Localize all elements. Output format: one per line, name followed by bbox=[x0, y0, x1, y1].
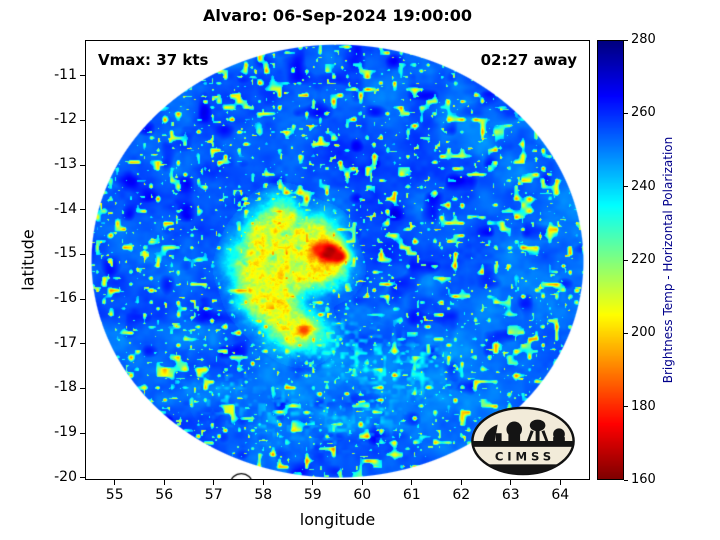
y-tick-mark bbox=[80, 298, 85, 300]
x-tick-label: 64 bbox=[551, 487, 570, 503]
y-tick-label: -14 bbox=[54, 200, 77, 217]
x-tick-label: 56 bbox=[155, 487, 174, 503]
colorbar-tick-mark bbox=[624, 112, 628, 114]
colorbar-tick-label: 180 bbox=[631, 398, 656, 414]
x-tick-label: 58 bbox=[254, 487, 273, 503]
x-tick-label: 55 bbox=[105, 487, 124, 503]
y-tick-mark bbox=[80, 387, 85, 389]
colorbar-tick-mark bbox=[624, 406, 628, 408]
colorbar-tick-mark bbox=[624, 39, 628, 41]
colorbar-tick-label: 200 bbox=[631, 325, 656, 341]
x-tick-label: 57 bbox=[204, 487, 223, 503]
x-tick-mark bbox=[213, 480, 215, 485]
colorbar-tick-mark bbox=[624, 186, 628, 188]
colorbar-tick-label: 160 bbox=[631, 472, 656, 487]
colorbar bbox=[597, 40, 624, 480]
y-tick-label: -11 bbox=[54, 66, 77, 83]
y-tick-mark bbox=[80, 164, 85, 166]
y-tick-mark bbox=[80, 209, 85, 211]
y-tick-label: -17 bbox=[54, 334, 77, 351]
x-tick-mark bbox=[411, 480, 413, 485]
x-tick-label: 62 bbox=[452, 487, 471, 503]
logo-text: CIMSS bbox=[495, 449, 555, 463]
y-tick-mark bbox=[80, 432, 85, 434]
x-tick-mark bbox=[361, 480, 363, 485]
x-tick-mark bbox=[262, 480, 264, 485]
colorbar-label: Brightness Temp - Horizontal Polarizatio… bbox=[661, 136, 675, 384]
x-axis-label: longitude bbox=[299, 510, 376, 529]
y-tick-label: -18 bbox=[54, 379, 77, 396]
x-tick-mark bbox=[460, 480, 462, 485]
x-tick-label: 60 bbox=[353, 487, 372, 503]
y-tick-label: -19 bbox=[54, 424, 77, 441]
x-tick-mark bbox=[559, 480, 561, 485]
y-tick-label: -12 bbox=[54, 111, 77, 128]
vmax-annotation: Vmax: 37 kts bbox=[98, 51, 209, 69]
x-tick-label: 63 bbox=[501, 487, 520, 503]
y-tick-mark bbox=[80, 119, 85, 121]
y-tick-mark bbox=[80, 477, 85, 479]
colorbar-tick-label: 280 bbox=[631, 32, 656, 47]
x-tick-mark bbox=[163, 480, 165, 485]
colorbar-tick-label: 260 bbox=[631, 105, 656, 121]
colorbar-tick-mark bbox=[624, 332, 628, 334]
plot-area: Vmax: 37 kts 02:27 away CIMSS bbox=[85, 40, 590, 480]
x-tick-mark bbox=[114, 480, 116, 485]
x-tick-label: 61 bbox=[402, 487, 421, 503]
cimss-logo: CIMSS bbox=[471, 406, 575, 476]
colorbar-tick-mark bbox=[624, 259, 628, 261]
y-tick-label: -16 bbox=[54, 290, 77, 307]
x-tick-mark bbox=[510, 480, 512, 485]
colorbar-tick-label: 220 bbox=[631, 252, 656, 267]
y-tick-mark bbox=[80, 343, 85, 345]
eta-annotation: 02:27 away bbox=[480, 51, 577, 69]
chart-title: Alvaro: 06-Sep-2024 19:00:00 bbox=[202, 6, 472, 25]
logo-silhouette bbox=[472, 419, 574, 475]
colorbar-tick-mark bbox=[624, 479, 628, 481]
y-axis-label: latitude bbox=[18, 229, 38, 291]
colorbar-tick-label: 240 bbox=[631, 178, 656, 194]
y-tick-label: -20 bbox=[54, 468, 77, 485]
heatmap-canvas bbox=[86, 41, 589, 479]
x-tick-mark bbox=[312, 480, 314, 485]
y-tick-label: -13 bbox=[54, 156, 77, 173]
x-tick-label: 59 bbox=[303, 487, 322, 503]
y-tick-mark bbox=[80, 75, 85, 77]
y-tick-label: -15 bbox=[54, 245, 77, 262]
y-tick-mark bbox=[80, 253, 85, 255]
